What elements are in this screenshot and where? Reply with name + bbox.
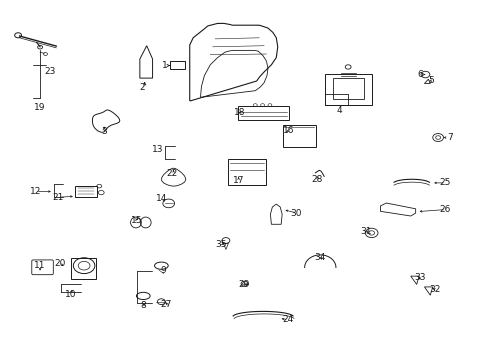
Text: 10: 10 bbox=[65, 289, 77, 299]
Bar bbox=[282, 125, 315, 147]
Text: 24: 24 bbox=[281, 315, 293, 324]
Bar bbox=[75, 186, 97, 197]
Text: 14: 14 bbox=[155, 194, 167, 203]
Bar bbox=[170, 61, 184, 69]
Bar bbox=[238, 106, 289, 120]
Text: 30: 30 bbox=[289, 209, 301, 217]
Text: 20: 20 bbox=[54, 259, 65, 268]
Text: 2: 2 bbox=[139, 83, 144, 91]
Text: 31: 31 bbox=[359, 227, 371, 236]
Text: 28: 28 bbox=[310, 175, 322, 184]
Text: 3: 3 bbox=[101, 127, 107, 136]
Text: 12: 12 bbox=[29, 187, 41, 196]
Text: 22: 22 bbox=[166, 169, 178, 178]
Text: 9: 9 bbox=[160, 266, 165, 275]
Text: 21: 21 bbox=[52, 193, 63, 202]
Bar bbox=[324, 74, 371, 105]
Bar bbox=[227, 159, 265, 185]
Text: 32: 32 bbox=[428, 285, 440, 294]
Text: 1: 1 bbox=[162, 61, 168, 70]
Text: 13: 13 bbox=[152, 145, 163, 154]
Text: 29: 29 bbox=[238, 280, 250, 289]
Text: 11: 11 bbox=[34, 261, 46, 270]
Text: 16: 16 bbox=[282, 126, 294, 135]
Text: 15: 15 bbox=[131, 216, 142, 225]
Text: 35: 35 bbox=[215, 240, 226, 248]
Text: 18: 18 bbox=[233, 108, 245, 117]
Bar bbox=[332, 78, 363, 99]
Text: 26: 26 bbox=[438, 205, 450, 214]
Text: 23: 23 bbox=[44, 68, 56, 77]
Text: 5: 5 bbox=[427, 76, 433, 85]
Text: 19: 19 bbox=[34, 103, 46, 112]
Text: 6: 6 bbox=[417, 70, 423, 79]
Text: 4: 4 bbox=[336, 107, 342, 115]
Bar bbox=[71, 258, 96, 279]
Text: 27: 27 bbox=[160, 300, 172, 309]
Text: 33: 33 bbox=[413, 274, 425, 282]
Text: 7: 7 bbox=[446, 133, 452, 142]
Text: 34: 34 bbox=[314, 253, 325, 262]
Text: 17: 17 bbox=[232, 176, 244, 185]
Text: 8: 8 bbox=[140, 301, 146, 310]
Text: 25: 25 bbox=[438, 178, 450, 187]
